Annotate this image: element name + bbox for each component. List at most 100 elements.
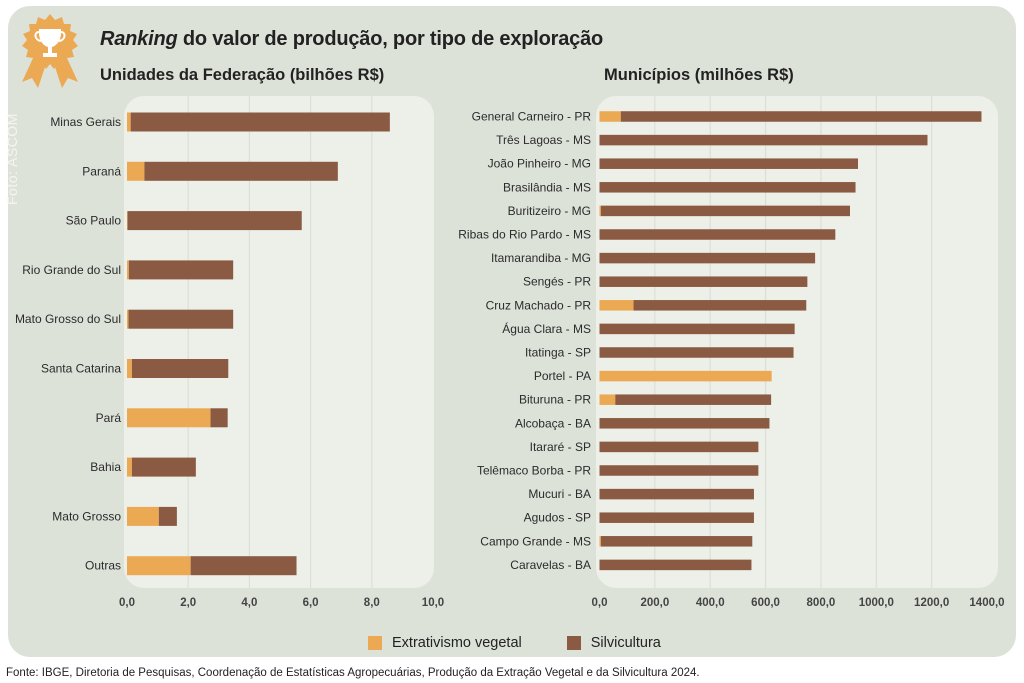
bar-silvicultura [599, 488, 754, 500]
legend-label-silvicultura: Silvicultura [590, 635, 661, 651]
bar-silvicultura [599, 252, 816, 264]
category-label: Três Lagoas - MS [496, 133, 591, 147]
bar-extrativismo [127, 556, 191, 576]
title-rest: do valor de produção, por tipo de explor… [177, 28, 604, 50]
source-footnote: Fonte: IBGE, Diretoria de Pesquisas, Coo… [6, 667, 700, 679]
legend-item-silvicultura: Silvicultura [566, 635, 661, 651]
bar-silvicultura [190, 556, 297, 576]
x-tick-label: 200,0 [640, 597, 669, 609]
bar-silvicultura [599, 512, 754, 523]
category-label: João Pinheiro - MG [488, 157, 591, 171]
category-label: Caravelas - BA [510, 558, 591, 572]
bar-silvicultura [144, 161, 338, 181]
bar-silvicultura [131, 457, 196, 477]
bar-silvicultura [599, 465, 759, 476]
x-tick-label: 800,0 [807, 597, 836, 609]
category-label: Rio Grande do Sul [22, 263, 121, 277]
bar-extrativismo [127, 211, 128, 231]
legend-swatch-silvicultura [566, 636, 581, 650]
bar-extrativismo [127, 161, 145, 181]
category-label: Água Clara - MS [502, 321, 591, 336]
bar-silvicultura [128, 309, 234, 329]
photo-credit: Foto: ASCOM [4, 113, 20, 205]
bar-silvicultura [620, 111, 982, 122]
category-label: Itatinga - SP [525, 346, 591, 360]
bar-silvicultura [599, 441, 759, 453]
right-chart-title: Municípios (milhões R$) [604, 66, 794, 84]
category-label: Paraná [82, 164, 121, 178]
bar-silvicultura [131, 359, 229, 378]
bar-silvicultura [615, 394, 772, 405]
bar-silvicultura [633, 300, 807, 311]
bar-silvicultura [599, 418, 770, 429]
x-tick-label: 1400,0 [969, 597, 1004, 609]
bar-silvicultura [600, 536, 753, 547]
bar-silvicultura [128, 260, 234, 280]
chart-title: Ranking do valor de produção, por tipo d… [100, 28, 603, 51]
category-label: Outras [85, 559, 121, 573]
bar-extrativismo [599, 536, 601, 547]
bar-silvicultura [210, 408, 228, 428]
category-label: Telêmaco Borba - PR [477, 464, 591, 478]
bar-silvicultura [130, 112, 390, 132]
x-tick-label: 4,0 [241, 597, 257, 609]
plot-panel [596, 96, 998, 588]
category-label: Cruz Machado - PR [486, 298, 592, 312]
bar-silvicultura [127, 211, 302, 231]
category-label: Mucuri - BA [528, 487, 591, 501]
category-label: Alcobaça - BA [515, 416, 591, 430]
category-label: Bituruna - PR [519, 393, 591, 407]
category-label: Bahia [90, 460, 121, 474]
category-label: Buritizeiro - MG [508, 204, 591, 218]
category-label: Pará [96, 411, 122, 425]
bar-silvicultura [599, 134, 928, 146]
category-label: Campo Grande - MS [480, 534, 591, 548]
x-tick-label: 1200,0 [914, 597, 949, 609]
bar-extrativismo [127, 260, 129, 280]
title-italic: Ranking [100, 28, 178, 50]
x-tick-label: 1000,0 [859, 597, 894, 609]
category-label: Santa Catarina [41, 362, 121, 376]
bar-silvicultura [599, 323, 795, 335]
category-label: Portel - PA [534, 369, 591, 383]
bar-extrativismo [599, 111, 621, 122]
legend-label-extrativismo: Extrativismo vegetal [392, 635, 522, 651]
category-label: Itamarandiba - MG [491, 251, 591, 265]
bar-silvicultura [599, 158, 859, 169]
category-label: Agudos - SP [524, 511, 591, 525]
bar-extrativismo [127, 457, 132, 477]
category-label: Mato Grosso [52, 509, 121, 523]
bar-extrativismo [599, 394, 616, 405]
category-label: Brasilândia - MS [503, 180, 591, 194]
category-label: Sengés - PR [523, 275, 591, 289]
bar-silvicultura [599, 276, 808, 287]
bar-extrativismo [599, 370, 772, 382]
bar-silvicultura [599, 182, 856, 193]
bar-extrativismo [127, 309, 129, 329]
category-label: Mato Grosso do Sul [15, 312, 121, 326]
x-tick-label: 10,0 [422, 597, 444, 609]
category-label: General Carneiro - PR [472, 110, 592, 124]
x-tick-label: 2,0 [180, 597, 196, 609]
bar-silvicultura [599, 347, 794, 358]
trophy-medal-icon [22, 14, 78, 88]
bar-extrativismo [599, 300, 634, 311]
x-tick-label: 400,0 [696, 597, 725, 609]
legend: Extrativismo vegetal Silvicultura [368, 635, 706, 651]
bar-extrativismo [127, 112, 131, 132]
bar-silvicultura [599, 559, 752, 571]
x-tick-label: 6,0 [303, 597, 319, 609]
x-tick-label: 600,0 [751, 597, 780, 609]
legend-item-extrativismo: Extrativismo vegetal [368, 635, 522, 651]
category-label: Minas Gerais [50, 115, 121, 129]
category-label: Ribas do Rio Pardo - MS [458, 228, 591, 242]
x-tick-label: 0,0 [119, 597, 135, 609]
bar-silvicultura [600, 205, 850, 217]
bar-extrativismo [599, 205, 601, 217]
category-label: Itararé - SP [530, 440, 591, 454]
left-chart-title: Unidades da Federação (bilhões R$) [100, 66, 385, 84]
x-tick-label: 8,0 [364, 597, 380, 609]
bar-extrativismo [127, 506, 159, 526]
x-tick-label: 0,0 [592, 597, 608, 609]
